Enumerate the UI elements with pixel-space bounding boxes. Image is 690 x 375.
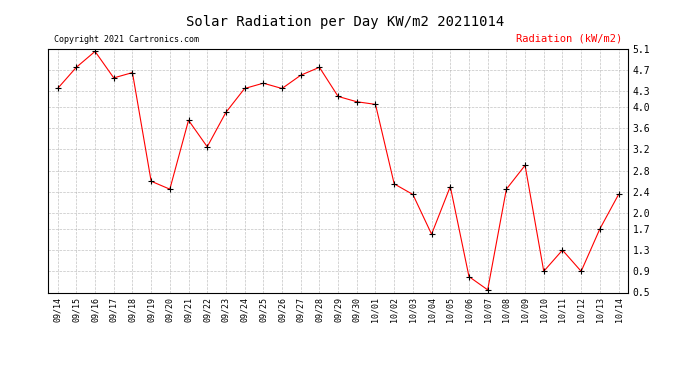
Text: Copyright 2021 Cartronics.com: Copyright 2021 Cartronics.com [54, 35, 199, 44]
Text: Radiation (kW/m2): Radiation (kW/m2) [516, 34, 622, 44]
Text: Solar Radiation per Day KW/m2 20211014: Solar Radiation per Day KW/m2 20211014 [186, 15, 504, 29]
